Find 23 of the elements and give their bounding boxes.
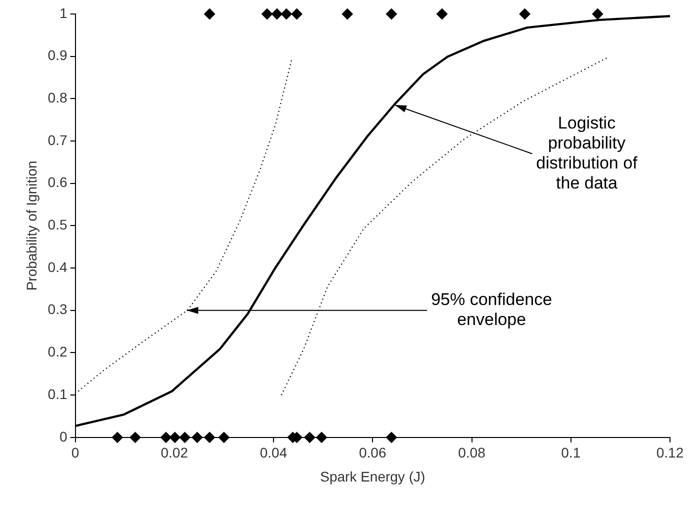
y-axis-title: Probability of Ignition <box>23 160 40 291</box>
y-tick-label: 0.6 <box>48 174 68 190</box>
y-tick-label: 0.9 <box>48 47 68 64</box>
y-tick-label: 0.2 <box>48 344 68 360</box>
y-tick-label: 0.8 <box>48 90 68 106</box>
x-tick-label: 0.1 <box>561 444 581 461</box>
y-tick-label: 0.1 <box>48 386 68 402</box>
x-tick-label: 0.04 <box>260 444 288 461</box>
y-tick-label: 0.7 <box>48 132 68 148</box>
x-tick-label: 0.12 <box>656 444 684 461</box>
x-tick-label: 0.02 <box>160 444 188 461</box>
x-tick-label: 0.06 <box>359 444 386 461</box>
x-tick-label: 0.08 <box>458 444 486 461</box>
line-series <box>78 58 292 392</box>
y-tick-label: 0.4 <box>48 258 68 275</box>
x-axis-title: Spark Energy (J) <box>320 468 426 484</box>
annotation: Logistic probability distribution of the data <box>536 113 638 192</box>
annotation: 95% confidence envelope <box>431 290 552 330</box>
x-tick-label: 0 <box>71 444 80 461</box>
y-tick-label: 0.3 <box>48 301 68 318</box>
y-tick-label: 0.5 <box>48 216 68 233</box>
y-tick-label: 1 <box>59 4 68 21</box>
y-tick-label: 0 <box>59 428 68 444</box>
